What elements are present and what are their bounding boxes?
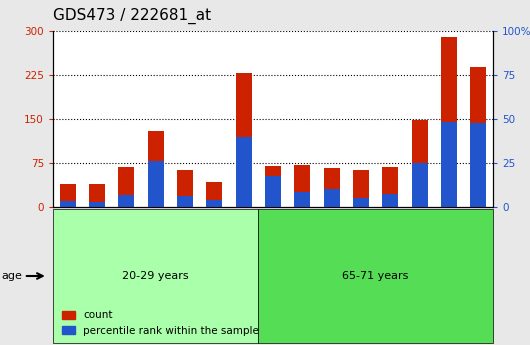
Bar [206, 183, 223, 207]
Bar [147, 161, 164, 207]
Bar [265, 176, 281, 207]
Text: GDS473 / 222681_at: GDS473 / 222681_at [53, 8, 211, 24]
Text: 65-71 years: 65-71 years [342, 271, 409, 281]
Bar [382, 167, 399, 207]
Bar [265, 166, 281, 207]
Bar [411, 163, 428, 207]
Bar [441, 122, 457, 207]
Bar [59, 201, 76, 207]
Bar [470, 123, 487, 207]
Bar [89, 202, 105, 207]
Bar [294, 165, 311, 207]
Bar [382, 194, 399, 207]
Bar [323, 189, 340, 207]
Bar [89, 184, 105, 207]
Bar [206, 200, 223, 207]
Legend: count, percentile rank within the sample: count, percentile rank within the sample [58, 306, 263, 340]
Bar [470, 67, 487, 207]
Bar [353, 198, 369, 207]
Bar [441, 37, 457, 207]
Bar [353, 170, 369, 207]
Bar [118, 167, 135, 207]
Bar [411, 120, 428, 207]
Bar [177, 170, 193, 207]
Bar [323, 168, 340, 207]
Bar [235, 73, 252, 207]
Bar [177, 196, 193, 207]
Bar [59, 184, 76, 207]
Text: age: age [1, 271, 22, 281]
Bar [294, 193, 311, 207]
Text: 20-29 years: 20-29 years [122, 271, 189, 281]
Bar [118, 195, 135, 207]
Bar [147, 131, 164, 207]
Bar [235, 137, 252, 207]
